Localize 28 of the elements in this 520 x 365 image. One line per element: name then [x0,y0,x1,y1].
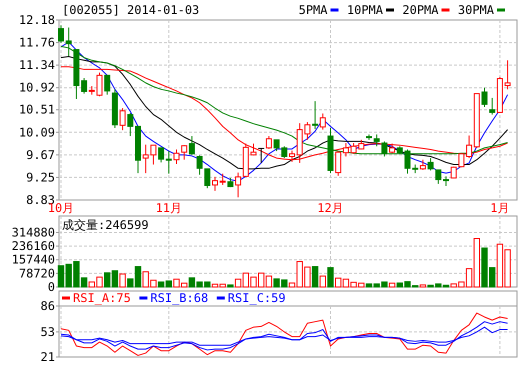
x-tick-label: 12月 [317,201,344,215]
y-tick-label: 11.76 [18,36,55,50]
chart-title: 成交量:246599 [62,218,149,232]
y-tick-label: 12.18 [18,13,55,27]
y-tick-label: 157440 [12,252,55,267]
y-tick-label: 10.09 [18,125,55,140]
y-tick-label: 10.51 [18,102,55,117]
legend-label: 30PMA [458,3,495,17]
x-tick-label: 11月 [156,201,182,215]
y-tick-label: 86 [40,299,55,313]
y-tick-label: 9.67 [26,148,55,162]
y-tick-label: 236160 [12,239,55,254]
legend-label: 20PMA [402,3,440,17]
y-tick-label: 9.25 [26,170,55,184]
legend-label: RSI_B:68 [150,291,208,305]
x-tick-label: 1月 [490,201,510,215]
chart-title: [002055] 2014-01-03 [62,3,200,17]
y-tick-label: 314880 [12,225,55,240]
legend-label: RSI_C:59 [228,291,286,305]
legend-label: RSI_A:75 [73,291,131,305]
y-tick-label: 21 [40,350,55,364]
legend-label: 10PMA [346,3,384,17]
legend-label: 5PMA [298,3,328,17]
y-tick-label: 10.92 [18,80,55,95]
y-tick-label: 11.34 [18,58,55,72]
y-tick-label: 53 [40,324,55,339]
y-tick-label: 78720 [18,266,55,280]
y-tick-label: 0 [48,280,55,294]
